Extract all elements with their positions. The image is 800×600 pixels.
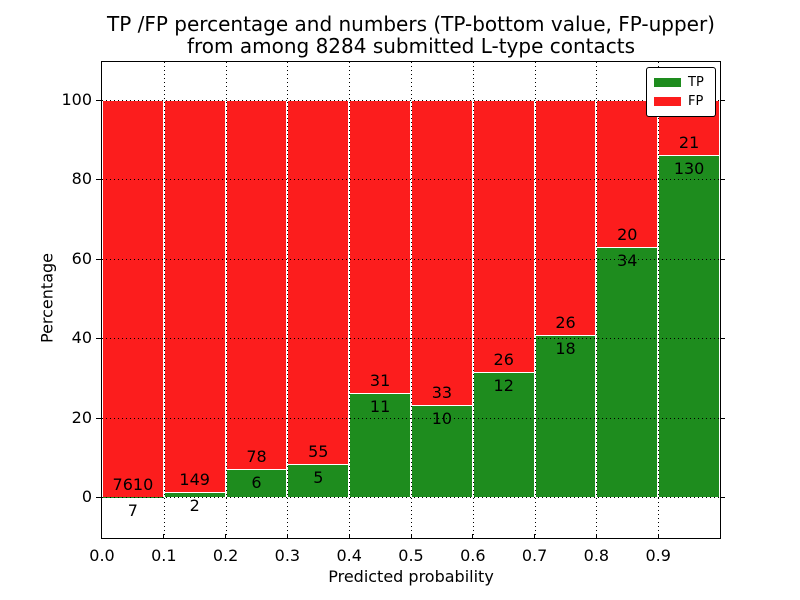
fp-count-label: 7610 bbox=[112, 474, 154, 494]
y-tick-mark bbox=[96, 497, 101, 498]
x-tick-label: 0.6 bbox=[460, 546, 486, 565]
tp-count-label: 5 bbox=[313, 467, 324, 487]
x-tick-label: 0.5 bbox=[398, 546, 424, 565]
x-tick-mark bbox=[348, 534, 350, 538]
h-gridline bbox=[102, 179, 720, 181]
y-tick-mark bbox=[721, 338, 725, 340]
y-tick-mark bbox=[721, 417, 725, 419]
tp-count-label: 34 bbox=[617, 251, 638, 271]
x-tick-label: 0.1 bbox=[151, 546, 177, 565]
x-axis-label: Predicted probability bbox=[328, 567, 494, 586]
y-tick-mark bbox=[721, 258, 725, 260]
chart-title-line2: from among 8284 submitted L-type contact… bbox=[186, 34, 636, 58]
fp-count-label: 78 bbox=[246, 446, 267, 466]
x-tick-label: 0.9 bbox=[645, 546, 671, 565]
y-tick-label: 40 bbox=[71, 328, 92, 348]
h-gridline bbox=[102, 258, 720, 260]
x-tick-label: 0.4 bbox=[336, 546, 362, 565]
y-tick-label: 0 bbox=[81, 487, 92, 506]
bar-segment-fp bbox=[287, 100, 350, 464]
bar-segment-tp bbox=[596, 247, 659, 497]
tp-count-label: 18 bbox=[555, 338, 576, 358]
x-tick-label: 0.8 bbox=[583, 546, 610, 565]
tp-count-label: 12 bbox=[493, 375, 514, 395]
legend-label-fp: FP bbox=[688, 94, 704, 109]
tp-count-label: 7 bbox=[127, 500, 138, 520]
chart-title-line1: TP /FP percentage and numbers (TP-bottom… bbox=[107, 12, 715, 36]
x-tick-label: 0.0 bbox=[89, 546, 115, 565]
y-tick-mark bbox=[721, 497, 725, 498]
x-tick-mark bbox=[225, 534, 227, 538]
x-tick-label: 0.3 bbox=[274, 546, 301, 565]
fp-count-label: 149 bbox=[179, 469, 210, 489]
bar-segment-fp bbox=[102, 100, 164, 497]
x-tick-label: 0.2 bbox=[212, 546, 239, 565]
y-tick-label: 60 bbox=[71, 248, 92, 268]
bar-segment-fp bbox=[349, 100, 411, 394]
v-gridline bbox=[349, 62, 351, 538]
y-tick-mark bbox=[96, 179, 101, 181]
fp-count-label: 20 bbox=[617, 225, 638, 245]
y-tick-mark bbox=[96, 338, 101, 340]
v-gridline bbox=[596, 62, 598, 538]
legend-item-tp: TP bbox=[654, 73, 708, 92]
tp-count-label: 130 bbox=[673, 159, 705, 179]
y-tick-label: 100 bbox=[61, 90, 92, 109]
x-tick-label: 0.7 bbox=[521, 546, 548, 565]
fp-count-label: 31 bbox=[369, 371, 391, 391]
y-tick-mark bbox=[96, 258, 101, 260]
v-gridline bbox=[411, 62, 412, 538]
v-gridline bbox=[658, 62, 660, 538]
tp-count-label: 10 bbox=[431, 408, 453, 428]
x-tick-mark bbox=[595, 534, 597, 538]
h-gridline bbox=[102, 417, 720, 419]
x-tick-mark bbox=[657, 534, 659, 538]
h-gridline bbox=[102, 497, 720, 498]
bar-segment-tp bbox=[658, 155, 720, 497]
v-gridline bbox=[472, 62, 474, 538]
legend: TP FP bbox=[646, 67, 716, 117]
bar-segment-fp bbox=[225, 100, 288, 469]
v-gridline bbox=[225, 62, 227, 538]
y-tick-mark bbox=[96, 100, 101, 101]
tp-color-swatch-icon bbox=[654, 78, 681, 87]
chart-title: TP /FP percentage and numbers (TP-bottom… bbox=[11, 13, 800, 57]
y-tick-label: 20 bbox=[71, 407, 92, 427]
bar-segment-fp bbox=[472, 100, 535, 372]
h-gridline bbox=[102, 100, 720, 101]
x-tick-mark bbox=[410, 534, 412, 538]
tp-count-label: 2 bbox=[189, 495, 200, 515]
h-gridline bbox=[102, 338, 720, 340]
v-gridline bbox=[287, 62, 289, 538]
fp-count-label: 33 bbox=[431, 382, 453, 402]
fp-count-label: 55 bbox=[308, 441, 329, 461]
y-tick-mark bbox=[721, 179, 725, 181]
fp-count-label: 21 bbox=[678, 133, 700, 153]
x-tick-mark bbox=[286, 534, 288, 538]
y-tick-mark bbox=[96, 417, 101, 419]
v-gridline bbox=[534, 62, 536, 538]
bar-segment-fp bbox=[534, 100, 597, 335]
fp-count-label: 26 bbox=[493, 349, 514, 369]
bar-segment-fp bbox=[411, 100, 473, 405]
fp-color-swatch-icon bbox=[654, 97, 681, 106]
legend-item-fp: FP bbox=[654, 92, 708, 111]
bar-segment-tp bbox=[287, 463, 350, 497]
tp-count-label: 6 bbox=[251, 472, 262, 492]
y-tick-label: 80 bbox=[71, 169, 92, 189]
tp-count-label: 11 bbox=[369, 397, 391, 417]
bar-segment-fp bbox=[596, 100, 659, 248]
x-tick-mark bbox=[163, 534, 165, 538]
v-gridline bbox=[163, 62, 165, 538]
bar-segment-tp bbox=[534, 334, 597, 497]
x-tick-mark bbox=[534, 534, 536, 538]
bar-segment-fp bbox=[163, 100, 226, 492]
plot-area: TP FP 7610 7 149 2 78 6 55 5 31 11 33 10 26 12 26 18 20 3… bbox=[101, 61, 721, 539]
x-tick-mark bbox=[472, 534, 474, 538]
fp-count-label: 26 bbox=[555, 312, 576, 332]
y-tick-mark bbox=[721, 100, 725, 101]
legend-label-tp: TP bbox=[688, 75, 704, 90]
